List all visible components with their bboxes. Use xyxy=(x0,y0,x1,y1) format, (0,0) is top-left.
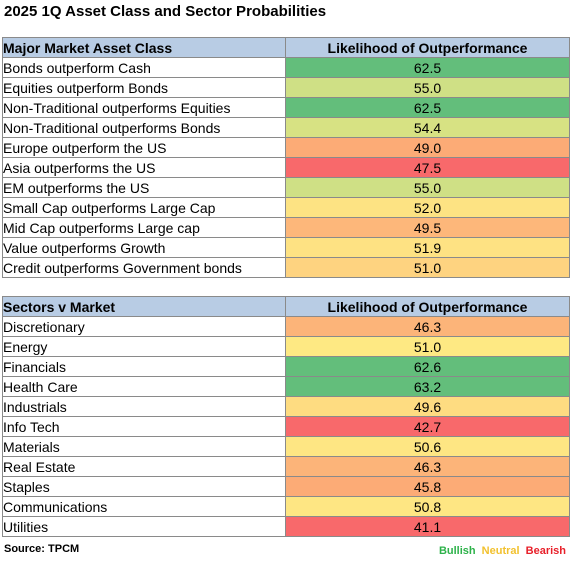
table-row: Asia outperforms the US 47.5 xyxy=(2,157,570,178)
row-value-cell: 46.3 xyxy=(285,456,570,477)
legend-bullish: Bullish xyxy=(438,545,476,557)
row-value-cell: 49.5 xyxy=(285,217,570,238)
row-value-cell: 41.1 xyxy=(285,516,570,537)
table-row: Industrials 49.6 xyxy=(2,396,570,417)
row-value-cell: 51.0 xyxy=(285,336,570,357)
table-row: Health Care 63.2 xyxy=(2,376,570,397)
row-label: Industrials xyxy=(2,396,286,417)
row-label: Non-Traditional outperforms Equities xyxy=(2,97,286,118)
legend-neutral: Neutral xyxy=(481,545,520,557)
row-value-cell: 42.7 xyxy=(285,416,570,437)
row-value-cell: 51.0 xyxy=(285,257,570,278)
table-row: Communications 50.8 xyxy=(2,496,570,517)
row-label: Non-Traditional outperforms Bonds xyxy=(2,117,286,138)
legend-bearish: Bearish xyxy=(525,545,566,557)
table-row: EM outperforms the US 55.0 xyxy=(2,177,570,198)
table-row: Non-Traditional outperforms Bonds 54.4 xyxy=(2,117,570,138)
row-label: Mid Cap outperforms Large cap xyxy=(2,217,286,238)
table-row: Info Tech 42.7 xyxy=(2,416,570,437)
row-label: Discretionary xyxy=(2,316,286,337)
row-value-cell: 47.5 xyxy=(285,157,570,178)
row-label: Small Cap outperforms Large Cap xyxy=(2,197,286,218)
sector-table: Sectors v Market Likelihood of Outperfor… xyxy=(2,296,570,537)
row-label: Health Care xyxy=(2,376,286,397)
row-value-cell: 62.5 xyxy=(285,97,570,118)
table-row: Equities outperform Bonds 55.0 xyxy=(2,77,570,98)
row-value-cell: 62.6 xyxy=(285,356,570,377)
header-category: Sectors v Market xyxy=(2,296,286,317)
row-value-cell: 63.2 xyxy=(285,376,570,397)
row-label: Asia outperforms the US xyxy=(2,157,286,178)
row-label: EM outperforms the US xyxy=(2,177,286,198)
table-row: Staples 45.8 xyxy=(2,476,570,497)
row-label: Credit outperforms Government bonds xyxy=(2,257,286,278)
table-row: Real Estate 46.3 xyxy=(2,456,570,477)
source-note: Source: TPCM xyxy=(4,543,80,555)
row-label: Real Estate xyxy=(2,456,286,477)
table-row: Discretionary 46.3 xyxy=(2,316,570,337)
row-label: Equities outperform Bonds xyxy=(2,77,286,98)
row-label: Utilities xyxy=(2,516,286,537)
row-value-cell: 62.5 xyxy=(285,57,570,78)
table-header-row: Major Market Asset Class Likelihood of O… xyxy=(2,37,570,58)
row-value-cell: 50.8 xyxy=(285,496,570,517)
row-value-cell: 49.0 xyxy=(285,137,570,158)
table-row: Non-Traditional outperforms Equities 62.5 xyxy=(2,97,570,118)
row-value-cell: 55.0 xyxy=(285,177,570,198)
header-likelihood: Likelihood of Outperformance xyxy=(285,37,570,58)
table-row: Credit outperforms Government bonds 51.0 xyxy=(2,257,570,278)
table-header-row: Sectors v Market Likelihood of Outperfor… xyxy=(2,296,570,317)
table-row: Mid Cap outperforms Large cap 49.5 xyxy=(2,217,570,238)
row-label: Materials xyxy=(2,436,286,457)
row-label: Energy xyxy=(2,336,286,357)
table-row: Small Cap outperforms Large Cap 52.0 xyxy=(2,197,570,218)
row-label: Info Tech xyxy=(2,416,286,437)
row-value-cell: 51.9 xyxy=(285,237,570,258)
row-value-cell: 50.6 xyxy=(285,436,570,457)
legend: Bullish Neutral Bearish xyxy=(436,545,566,557)
row-value-cell: 45.8 xyxy=(285,476,570,497)
row-label: Financials xyxy=(2,356,286,377)
chart-title: 2025 1Q Asset Class and Sector Probabili… xyxy=(4,3,327,20)
row-label: Staples xyxy=(2,476,286,497)
table-row: Energy 51.0 xyxy=(2,336,570,357)
header-likelihood: Likelihood of Outperformance xyxy=(285,296,570,317)
table-row: Utilities 41.1 xyxy=(2,516,570,537)
row-label: Europe outperform the US xyxy=(2,137,286,158)
asset-class-table: Major Market Asset Class Likelihood of O… xyxy=(2,37,570,278)
table-row: Financials 62.6 xyxy=(2,356,570,377)
row-value-cell: 54.4 xyxy=(285,117,570,138)
row-value-cell: 55.0 xyxy=(285,77,570,98)
header-category: Major Market Asset Class xyxy=(2,37,286,58)
row-value-cell: 46.3 xyxy=(285,316,570,337)
table-row: Materials 50.6 xyxy=(2,436,570,457)
table-row: Europe outperform the US 49.0 xyxy=(2,137,570,158)
row-label: Communications xyxy=(2,496,286,517)
table-row: Bonds outperform Cash 62.5 xyxy=(2,57,570,78)
row-value-cell: 49.6 xyxy=(285,396,570,417)
table-row: Value outperforms Growth 51.9 xyxy=(2,237,570,258)
row-value-cell: 52.0 xyxy=(285,197,570,218)
row-label: Value outperforms Growth xyxy=(2,237,286,258)
row-label: Bonds outperform Cash xyxy=(2,57,286,78)
